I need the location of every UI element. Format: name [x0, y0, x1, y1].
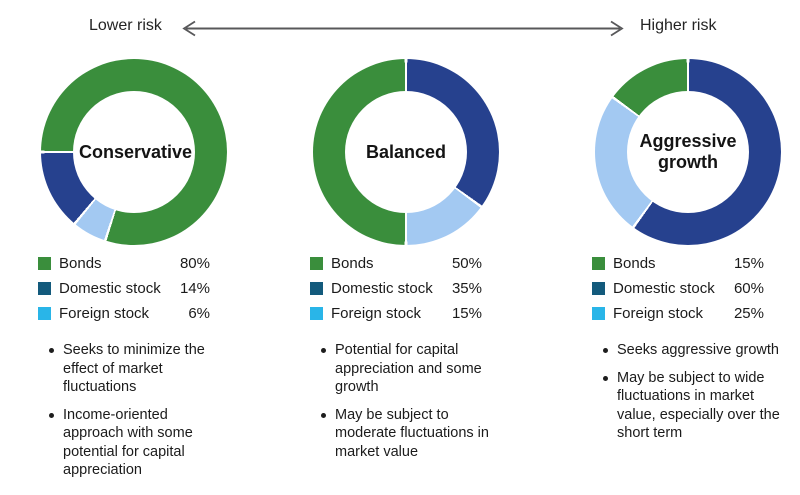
legend-value: 50%	[451, 255, 482, 272]
legend-row-domestic-stock: Domestic stock 60%	[592, 276, 764, 301]
domestic-stock-swatch-icon	[592, 282, 605, 295]
lower-risk-label: Lower risk	[89, 17, 162, 34]
legend-label: Foreign stock	[613, 305, 704, 322]
donut-chart-conservative: Conservative	[41, 59, 227, 245]
legend-row-foreign-stock: Foreign stock 15%	[310, 301, 482, 326]
legend-value: 60%	[733, 280, 764, 297]
legend-row-foreign-stock: Foreign stock 6%	[38, 301, 210, 326]
foreign-stock-swatch-icon	[592, 307, 605, 320]
legend-row-domestic-stock: Domestic stock 14%	[38, 276, 210, 301]
bonds-swatch-icon	[310, 257, 323, 270]
legend-conservative: Bonds 80% Domestic stock 14% Foreign sto…	[38, 251, 210, 326]
legend-aggressive-growth: Bonds 15% Domestic stock 60% Foreign sto…	[592, 251, 764, 326]
portfolio-column-conservative: Conservative Bonds 80% Domestic stock 14…	[30, 0, 250, 495]
donut-hole: Aggressive growth	[627, 91, 749, 213]
bonds-swatch-icon	[38, 257, 51, 270]
legend-row-domestic-stock: Domestic stock 35%	[310, 276, 482, 301]
note-item: Seeks aggressive growth	[602, 341, 781, 360]
portfolio-title: Aggressive growth	[639, 131, 737, 172]
donut-hole: Balanced	[345, 91, 467, 213]
portfolio-title: Conservative	[79, 141, 193, 162]
portfolio-notes: Seeks to minimize the effect of market f…	[48, 341, 227, 489]
bonds-swatch-icon	[592, 257, 605, 270]
risk-spectrum-arrow-icon	[182, 20, 624, 37]
donut-chart-balanced: Balanced	[313, 59, 499, 245]
note-item: Income-oriented approach with some poten…	[48, 406, 227, 480]
legend-row-bonds: Bonds 15%	[592, 251, 764, 276]
note-item: May be subject to wide fluctuations in m…	[602, 369, 781, 443]
legend-row-bonds: Bonds 50%	[310, 251, 482, 276]
legend-label: Domestic stock	[59, 280, 161, 297]
legend-balanced: Bonds 50% Domestic stock 35% Foreign sto…	[310, 251, 482, 326]
legend-row-foreign-stock: Foreign stock 25%	[592, 301, 764, 326]
foreign-stock-swatch-icon	[310, 307, 323, 320]
legend-label: Bonds	[59, 255, 102, 272]
note-item: Potential for capital appreciation and s…	[320, 341, 499, 397]
legend-value: 14%	[179, 280, 210, 297]
legend-value: 35%	[451, 280, 482, 297]
higher-risk-label: Higher risk	[640, 17, 717, 34]
legend-value: 15%	[733, 255, 764, 272]
legend-value: 80%	[179, 255, 210, 272]
legend-value: 25%	[733, 305, 764, 322]
portfolio-title: Balanced	[365, 141, 447, 162]
legend-label: Bonds	[331, 255, 374, 272]
legend-label: Bonds	[613, 255, 656, 272]
note-item: Seeks to minimize the effect of market f…	[48, 341, 227, 397]
domestic-stock-swatch-icon	[310, 282, 323, 295]
donut-hole: Conservative	[73, 91, 195, 213]
legend-label: Foreign stock	[59, 305, 150, 322]
legend-value: 6%	[188, 305, 210, 322]
legend-label: Foreign stock	[331, 305, 422, 322]
portfolio-column-aggressive-growth: Aggressive growth Bonds 15% Domestic sto…	[584, 0, 800, 495]
legend-label: Domestic stock	[331, 280, 433, 297]
portfolio-notes: Potential for capital appreciation and s…	[320, 341, 499, 470]
portfolio-column-balanced: Balanced Bonds 50% Domestic stock 35% Fo…	[302, 0, 522, 495]
donut-chart-aggressive-growth: Aggressive growth	[595, 59, 781, 245]
legend-value: 15%	[451, 305, 482, 322]
domestic-stock-swatch-icon	[38, 282, 51, 295]
legend-row-bonds: Bonds 80%	[38, 251, 210, 276]
note-item: May be subject to moderate fluctuations …	[320, 406, 499, 462]
portfolio-notes: Seeks aggressive growth May be subject t…	[602, 341, 781, 452]
legend-label: Domestic stock	[613, 280, 715, 297]
foreign-stock-swatch-icon	[38, 307, 51, 320]
